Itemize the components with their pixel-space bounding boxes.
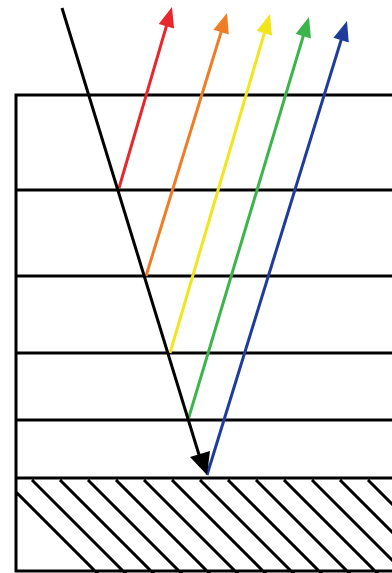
hatch-line xyxy=(366,478,392,507)
reflected-ray-blue-arrowhead xyxy=(333,21,349,43)
hatch-line xyxy=(58,478,156,573)
hatch-line xyxy=(338,478,392,535)
reflected-rays xyxy=(117,7,349,476)
hatch-line xyxy=(16,489,100,573)
reflected-ray-yellow-line xyxy=(168,30,267,354)
hatch-line xyxy=(86,478,184,573)
hatched-substrate xyxy=(16,478,392,573)
reflected-ray-orange-line xyxy=(144,29,224,277)
reflected-ray-red-line xyxy=(117,23,169,189)
incident-ray-arrowhead xyxy=(190,451,210,475)
layer-stack-outline xyxy=(14,93,392,573)
incident-ray-line xyxy=(60,7,202,459)
reflected-ray-green-line xyxy=(186,33,306,421)
reflected-ray-blue-line xyxy=(205,37,344,476)
incident-ray xyxy=(60,7,210,475)
hatch-line xyxy=(198,478,296,573)
reflected-ray-red xyxy=(117,7,175,189)
hatch-line xyxy=(310,478,392,563)
hatch-line xyxy=(170,478,268,573)
reflected-ray-orange-arrowhead xyxy=(213,13,229,35)
reflected-ray-blue xyxy=(205,21,349,476)
reflected-ray-green xyxy=(186,17,311,421)
reflected-ray-red-arrowhead xyxy=(158,7,175,29)
reflected-ray-green-arrowhead xyxy=(295,17,311,39)
hatch-line xyxy=(282,478,380,573)
reflected-ray-yellow-arrowhead xyxy=(256,14,273,36)
thin-film-layer-stack xyxy=(14,93,392,573)
hatch-line xyxy=(226,478,324,573)
reflected-ray-orange xyxy=(144,13,229,277)
hatch-line xyxy=(114,478,212,573)
hatch-line xyxy=(30,478,128,573)
hatch-line xyxy=(142,478,240,573)
reflected-ray-yellow xyxy=(168,14,273,354)
hatch-line xyxy=(254,478,352,573)
